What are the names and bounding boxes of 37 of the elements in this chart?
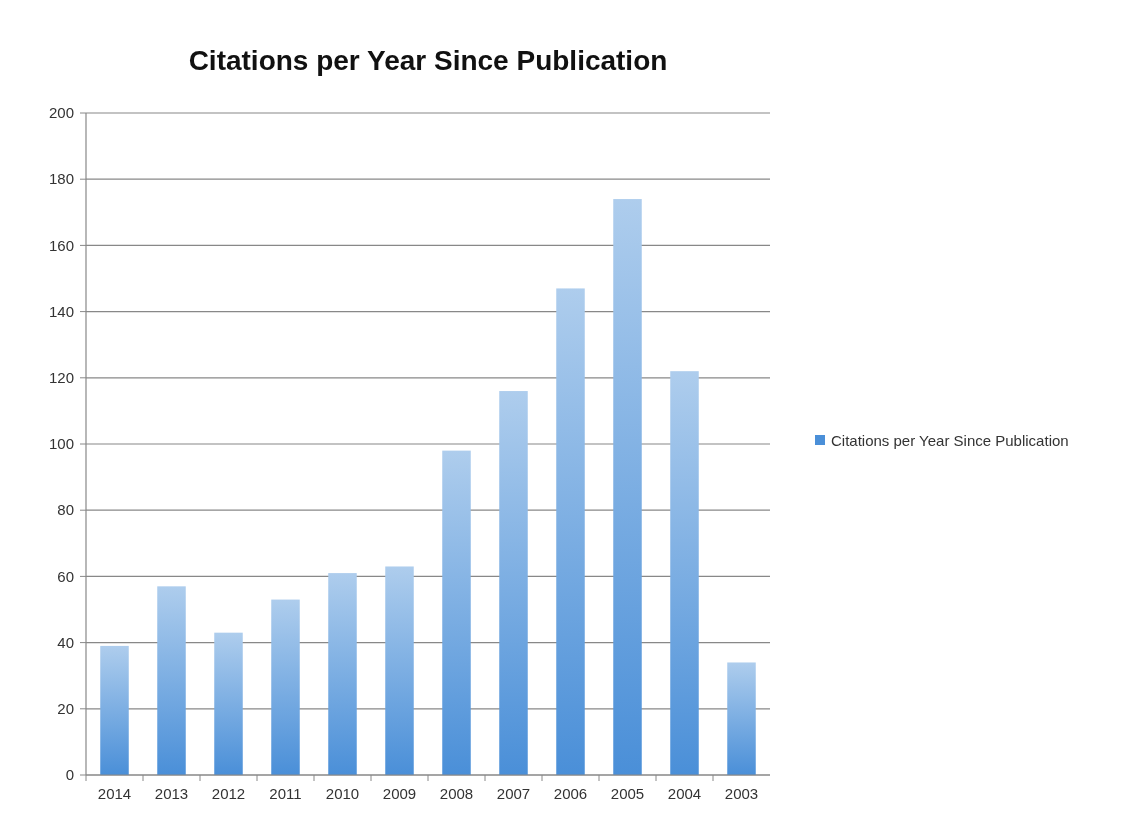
bar bbox=[328, 573, 357, 775]
x-tick-label: 2012 bbox=[211, 785, 246, 802]
x-tick-label: 2008 bbox=[439, 785, 474, 802]
legend-label: Citations per Year Since Publication bbox=[831, 432, 1069, 450]
bar bbox=[100, 645, 129, 775]
x-tick-label: 2004 bbox=[667, 785, 702, 802]
x-tick-label: 2005 bbox=[610, 785, 645, 802]
y-tick-label: 180 bbox=[48, 170, 74, 188]
y-tick-label: 160 bbox=[48, 236, 74, 254]
x-tick-label: 2010 bbox=[325, 785, 360, 802]
y-tick-label: 60 bbox=[57, 567, 74, 585]
x-tick-label: 2003 bbox=[724, 785, 759, 802]
bar bbox=[271, 599, 300, 775]
bar bbox=[157, 586, 186, 775]
x-tick-label: 2013 bbox=[154, 785, 189, 802]
x-tick-label: 2006 bbox=[553, 785, 588, 802]
bar bbox=[214, 632, 243, 775]
y-tick-label: 20 bbox=[57, 700, 74, 718]
x-tick-label: 2007 bbox=[496, 785, 531, 802]
bar bbox=[670, 371, 699, 775]
y-tick-label: 120 bbox=[48, 369, 74, 387]
bar bbox=[556, 288, 585, 775]
bar bbox=[613, 199, 642, 775]
x-tick-label: 2014 bbox=[97, 785, 132, 802]
y-tick-label: 40 bbox=[57, 633, 74, 651]
x-tick-label: 2011 bbox=[269, 785, 302, 802]
y-tick-label: 100 bbox=[48, 435, 74, 453]
y-tick-label: 80 bbox=[57, 501, 74, 519]
bar bbox=[442, 450, 471, 775]
y-tick-label: 140 bbox=[48, 302, 74, 320]
x-tick-label: 2009 bbox=[382, 785, 417, 802]
bar bbox=[727, 662, 756, 775]
chart-title: Citations per Year Since Publication bbox=[188, 45, 668, 76]
y-tick-label: 0 bbox=[65, 766, 74, 784]
bar bbox=[385, 566, 414, 775]
y-tick-label: 200 bbox=[48, 104, 74, 122]
bar bbox=[499, 391, 528, 775]
